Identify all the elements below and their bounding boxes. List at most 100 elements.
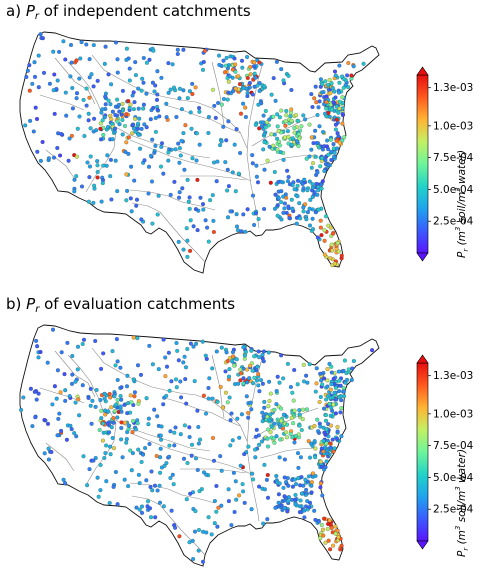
catchment-point bbox=[325, 526, 330, 532]
catchment-point bbox=[91, 200, 96, 205]
catchment-point bbox=[69, 60, 74, 65]
catchment-point bbox=[291, 398, 296, 403]
catchment-point bbox=[98, 397, 103, 403]
catchment-point bbox=[144, 396, 149, 401]
colorbar-tick-label: 1.3e-03 bbox=[433, 370, 473, 382]
catchment-point bbox=[297, 412, 302, 417]
catchment-point bbox=[113, 469, 118, 475]
catchment-point bbox=[170, 62, 175, 67]
catchment-point bbox=[106, 72, 111, 77]
catchment-point bbox=[301, 379, 307, 384]
catchment-point bbox=[161, 337, 166, 342]
catchment-point bbox=[102, 396, 107, 401]
catchment-point bbox=[305, 380, 310, 385]
catchment-point bbox=[234, 357, 239, 362]
catchment-point bbox=[201, 470, 207, 475]
catchment-point bbox=[226, 63, 232, 68]
catchment-point bbox=[72, 431, 77, 436]
catchment-point bbox=[210, 435, 216, 441]
catchment-point bbox=[88, 386, 93, 391]
catchment-point bbox=[233, 62, 238, 67]
river bbox=[259, 154, 316, 166]
catchment-point bbox=[69, 133, 74, 138]
catchment-point bbox=[188, 248, 193, 253]
colorbar: 1.3e-03 1.0e-03 7.5e-04 5.0e-04 2.5e-04 bbox=[416, 354, 474, 550]
catchment-point bbox=[159, 141, 165, 146]
catchment-point bbox=[32, 389, 37, 394]
catchment-point bbox=[302, 177, 307, 182]
catchment-point bbox=[200, 559, 206, 564]
catchment-point bbox=[326, 152, 331, 157]
catchment-point bbox=[322, 168, 327, 174]
catchment-point bbox=[58, 390, 63, 395]
catchment-point bbox=[120, 101, 125, 106]
catchment-point bbox=[241, 212, 246, 217]
catchment-point bbox=[139, 459, 144, 465]
catchment-point bbox=[128, 196, 133, 201]
catchment-point bbox=[152, 150, 157, 155]
catchment-point bbox=[289, 107, 294, 112]
catchment-point bbox=[262, 167, 267, 172]
catchment-point bbox=[131, 377, 136, 382]
catchment-point bbox=[301, 209, 306, 214]
catchment-point bbox=[295, 382, 300, 387]
catchment-point bbox=[265, 414, 270, 419]
catchment-point bbox=[168, 192, 173, 197]
catchment-point bbox=[340, 112, 345, 117]
catchment-point bbox=[216, 505, 221, 510]
catchment-point bbox=[124, 440, 129, 445]
catchment-point bbox=[146, 422, 151, 427]
catchment-point bbox=[300, 417, 305, 422]
catchment-point bbox=[345, 73, 350, 78]
catchment-point bbox=[336, 110, 341, 115]
catchment-point bbox=[318, 459, 323, 464]
catchment-point bbox=[119, 425, 124, 431]
us-outline bbox=[19, 324, 380, 567]
catchment-point bbox=[291, 421, 296, 426]
catchment-point bbox=[256, 372, 261, 377]
catchment-point bbox=[135, 421, 140, 426]
catchment-point bbox=[318, 371, 323, 376]
catchment-point bbox=[184, 401, 189, 406]
catchment-point bbox=[265, 495, 271, 500]
panel-b: b) Pr of evaluation catchments 1.3e-03 1.… bbox=[0, 293, 500, 580]
catchment-point bbox=[185, 96, 190, 101]
panel-b-colorbar-label: Pr (m3 soil/m3 water) bbox=[454, 448, 470, 557]
catchment-point bbox=[349, 377, 354, 383]
river bbox=[259, 447, 316, 459]
catchment-point bbox=[69, 381, 75, 386]
catchment-point bbox=[195, 467, 200, 473]
catchment-point bbox=[185, 177, 190, 182]
catchment-point bbox=[319, 186, 324, 191]
catchment-point bbox=[272, 206, 278, 211]
catchment-point bbox=[320, 493, 325, 498]
catchment-point bbox=[246, 410, 251, 415]
catchment-point bbox=[108, 444, 113, 449]
catchment-point bbox=[38, 158, 43, 163]
catchment-point bbox=[318, 394, 323, 400]
catchment-point bbox=[301, 362, 306, 367]
catchment-point bbox=[75, 126, 80, 131]
catchment-point bbox=[290, 484, 295, 489]
catchment-point bbox=[163, 355, 168, 360]
catchment-point bbox=[206, 385, 211, 391]
catchment-point bbox=[318, 218, 323, 223]
catchment-point bbox=[322, 516, 327, 521]
colorbar-tick-label: 5.0e-04 bbox=[433, 184, 474, 196]
catchment-point bbox=[245, 380, 250, 385]
catchment-point bbox=[335, 131, 340, 136]
catchment-point bbox=[289, 87, 294, 93]
catchment-point bbox=[322, 430, 327, 435]
catchment-point bbox=[104, 163, 109, 168]
catchment-point bbox=[329, 242, 334, 247]
catchment-point bbox=[70, 106, 75, 111]
catchment-point bbox=[119, 409, 124, 414]
catchment-point bbox=[257, 389, 262, 394]
catchment-point bbox=[92, 183, 97, 188]
catchment-point bbox=[145, 504, 150, 509]
catchment-point bbox=[95, 475, 100, 480]
catchment-point bbox=[336, 535, 341, 540]
catchment-point bbox=[266, 427, 271, 432]
catchment-point bbox=[38, 32, 43, 37]
catchment-point bbox=[51, 155, 57, 160]
